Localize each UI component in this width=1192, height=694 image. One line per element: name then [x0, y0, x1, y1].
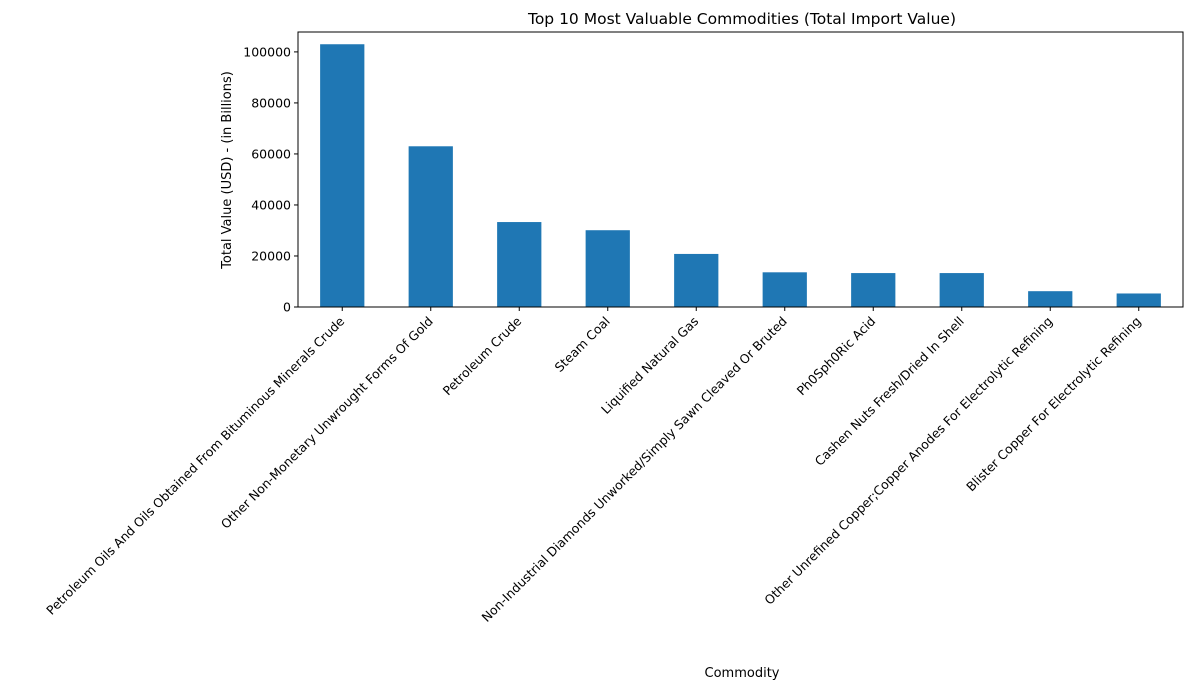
bar-10 [1116, 293, 1161, 307]
y-tick-label: 60000 [251, 146, 291, 161]
x-tick-label: Petroleum Crude [440, 313, 525, 398]
x-tick-label: Blister Copper For Electrolytic Refining [963, 314, 1144, 495]
plot-area-frame [297, 31, 1184, 308]
x-axis-label: Commodity [705, 666, 780, 681]
y-tick-label: 40000 [251, 197, 291, 212]
x-axis-ticks: Petroleum Oils And Oils Obtained From Bi… [43, 307, 1144, 625]
y-tick-label: 100000 [243, 44, 291, 59]
y-axis-label: Total Value (USD) - (in Billions) [220, 71, 235, 270]
bar-7 [851, 273, 896, 307]
bar-6 [762, 272, 807, 307]
y-axis-ticks: 0 20000 40000 60000 80000 100000 [243, 44, 298, 315]
y-tick-label: 0 [283, 300, 291, 315]
bar-4 [585, 230, 630, 307]
y-tick-label: 80000 [251, 95, 291, 110]
y-tick-label: 20000 [251, 248, 291, 263]
chart-title: Top 10 Most Valuable Commodities (Total … [527, 10, 956, 28]
x-tick-label: Cashen Nuts Fresh/Dried In Shell [812, 314, 967, 469]
x-tick-label: Petroleum Oils And Oils Obtained From Bi… [43, 313, 347, 617]
x-tick-label: Non-Industrial Diamonds Unworked/Simply … [478, 314, 789, 625]
bar-3 [497, 222, 542, 307]
bar-9 [1028, 291, 1073, 307]
x-tick-label: Steam Coal [551, 314, 612, 375]
x-tick-label: Liquified Natural Gas [598, 314, 701, 417]
bar-8 [939, 273, 984, 307]
x-tick-label: Other Unrefined Copper;Copper Anodes For… [761, 314, 1055, 608]
x-tick-label: Other Non-Monetary Unwrought Forms Of Go… [218, 314, 436, 532]
bars-group [320, 44, 1161, 307]
bar-5 [674, 253, 719, 307]
bar-1 [320, 44, 365, 307]
bar-2 [408, 146, 453, 307]
x-tick-label: Ph0Sph0Ric Acid [794, 314, 879, 399]
